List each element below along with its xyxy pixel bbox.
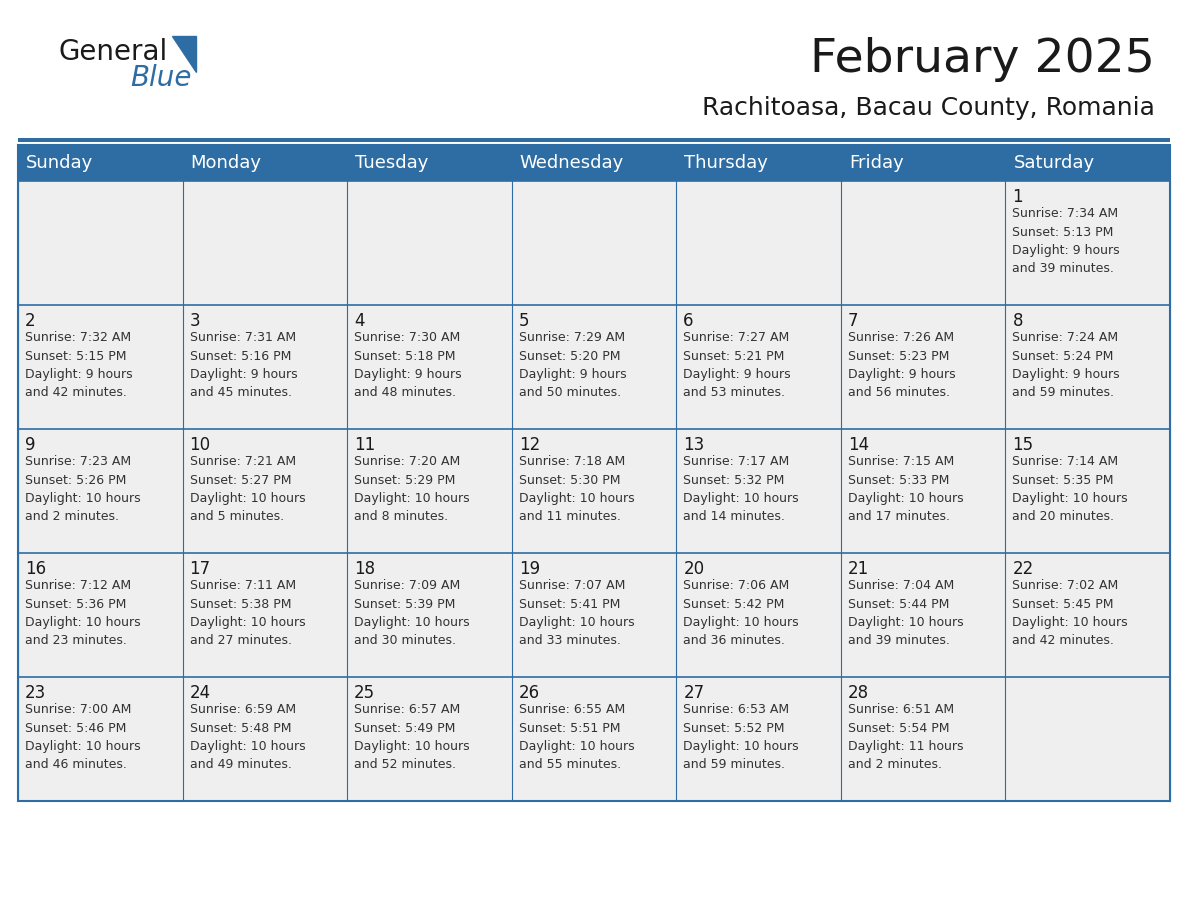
Text: Wednesday: Wednesday: [519, 154, 624, 172]
Bar: [18, 553, 1170, 677]
Text: 28: 28: [848, 684, 868, 702]
Bar: [512, 145, 676, 181]
Text: 26: 26: [519, 684, 539, 702]
Text: Sunrise: 7:31 AM
Sunset: 5:16 PM
Daylight: 9 hours
and 45 minutes.: Sunrise: 7:31 AM Sunset: 5:16 PM Dayligh…: [190, 331, 297, 399]
Bar: [183, 145, 347, 181]
Polygon shape: [172, 36, 196, 72]
Text: Sunrise: 6:59 AM
Sunset: 5:48 PM
Daylight: 10 hours
and 49 minutes.: Sunrise: 6:59 AM Sunset: 5:48 PM Dayligh…: [190, 703, 305, 771]
Text: 7: 7: [848, 312, 859, 330]
Text: Saturday: Saturday: [1013, 154, 1094, 172]
Bar: [1005, 145, 1170, 181]
Text: Sunrise: 6:51 AM
Sunset: 5:54 PM
Daylight: 11 hours
and 2 minutes.: Sunrise: 6:51 AM Sunset: 5:54 PM Dayligh…: [848, 703, 963, 771]
Text: 23: 23: [25, 684, 46, 702]
Text: February 2025: February 2025: [810, 38, 1155, 83]
Bar: [18, 138, 1170, 142]
Text: Sunrise: 7:00 AM
Sunset: 5:46 PM
Daylight: 10 hours
and 46 minutes.: Sunrise: 7:00 AM Sunset: 5:46 PM Dayligh…: [25, 703, 140, 771]
Text: Sunrise: 7:20 AM
Sunset: 5:29 PM
Daylight: 10 hours
and 8 minutes.: Sunrise: 7:20 AM Sunset: 5:29 PM Dayligh…: [354, 455, 469, 523]
Text: Sunrise: 7:29 AM
Sunset: 5:20 PM
Daylight: 9 hours
and 50 minutes.: Sunrise: 7:29 AM Sunset: 5:20 PM Dayligh…: [519, 331, 626, 399]
Text: General: General: [58, 38, 168, 66]
Bar: [18, 145, 1170, 801]
Text: 12: 12: [519, 436, 541, 454]
Text: Sunrise: 7:12 AM
Sunset: 5:36 PM
Daylight: 10 hours
and 23 minutes.: Sunrise: 7:12 AM Sunset: 5:36 PM Dayligh…: [25, 579, 140, 647]
Text: Monday: Monday: [190, 154, 261, 172]
Text: Sunrise: 7:07 AM
Sunset: 5:41 PM
Daylight: 10 hours
and 33 minutes.: Sunrise: 7:07 AM Sunset: 5:41 PM Dayligh…: [519, 579, 634, 647]
Text: Thursday: Thursday: [684, 154, 769, 172]
Text: Sunrise: 7:27 AM
Sunset: 5:21 PM
Daylight: 9 hours
and 53 minutes.: Sunrise: 7:27 AM Sunset: 5:21 PM Dayligh…: [683, 331, 791, 399]
Text: 10: 10: [190, 436, 210, 454]
Text: Sunrise: 6:53 AM
Sunset: 5:52 PM
Daylight: 10 hours
and 59 minutes.: Sunrise: 6:53 AM Sunset: 5:52 PM Dayligh…: [683, 703, 798, 771]
Text: Sunrise: 7:06 AM
Sunset: 5:42 PM
Daylight: 10 hours
and 36 minutes.: Sunrise: 7:06 AM Sunset: 5:42 PM Dayligh…: [683, 579, 798, 647]
Text: Sunrise: 7:15 AM
Sunset: 5:33 PM
Daylight: 10 hours
and 17 minutes.: Sunrise: 7:15 AM Sunset: 5:33 PM Dayligh…: [848, 455, 963, 523]
Bar: [18, 677, 1170, 801]
Text: Sunrise: 6:55 AM
Sunset: 5:51 PM
Daylight: 10 hours
and 55 minutes.: Sunrise: 6:55 AM Sunset: 5:51 PM Dayligh…: [519, 703, 634, 771]
Bar: [841, 145, 1005, 181]
Text: Sunrise: 7:17 AM
Sunset: 5:32 PM
Daylight: 10 hours
and 14 minutes.: Sunrise: 7:17 AM Sunset: 5:32 PM Dayligh…: [683, 455, 798, 523]
Text: Sunrise: 6:57 AM
Sunset: 5:49 PM
Daylight: 10 hours
and 52 minutes.: Sunrise: 6:57 AM Sunset: 5:49 PM Dayligh…: [354, 703, 469, 771]
Text: 11: 11: [354, 436, 375, 454]
Text: Sunrise: 7:21 AM
Sunset: 5:27 PM
Daylight: 10 hours
and 5 minutes.: Sunrise: 7:21 AM Sunset: 5:27 PM Dayligh…: [190, 455, 305, 523]
Text: 25: 25: [354, 684, 375, 702]
Text: 8: 8: [1012, 312, 1023, 330]
Text: 22: 22: [1012, 560, 1034, 578]
Bar: [676, 145, 841, 181]
Text: 18: 18: [354, 560, 375, 578]
Text: Tuesday: Tuesday: [355, 154, 429, 172]
Bar: [18, 429, 1170, 553]
Text: Sunrise: 7:11 AM
Sunset: 5:38 PM
Daylight: 10 hours
and 27 minutes.: Sunrise: 7:11 AM Sunset: 5:38 PM Dayligh…: [190, 579, 305, 647]
Text: Friday: Friday: [849, 154, 904, 172]
Text: Sunrise: 7:34 AM
Sunset: 5:13 PM
Daylight: 9 hours
and 39 minutes.: Sunrise: 7:34 AM Sunset: 5:13 PM Dayligh…: [1012, 207, 1120, 275]
Text: 3: 3: [190, 312, 201, 330]
Text: 13: 13: [683, 436, 704, 454]
Text: 6: 6: [683, 312, 694, 330]
Bar: [347, 145, 512, 181]
Text: 27: 27: [683, 684, 704, 702]
Text: 4: 4: [354, 312, 365, 330]
Text: Sunrise: 7:18 AM
Sunset: 5:30 PM
Daylight: 10 hours
and 11 minutes.: Sunrise: 7:18 AM Sunset: 5:30 PM Dayligh…: [519, 455, 634, 523]
Text: 9: 9: [25, 436, 36, 454]
Text: 17: 17: [190, 560, 210, 578]
Bar: [18, 145, 183, 181]
Text: 19: 19: [519, 560, 539, 578]
Text: Sunrise: 7:02 AM
Sunset: 5:45 PM
Daylight: 10 hours
and 42 minutes.: Sunrise: 7:02 AM Sunset: 5:45 PM Dayligh…: [1012, 579, 1129, 647]
Text: Blue: Blue: [129, 64, 191, 92]
Text: 14: 14: [848, 436, 868, 454]
Text: 20: 20: [683, 560, 704, 578]
Text: 24: 24: [190, 684, 210, 702]
Bar: [18, 181, 1170, 305]
Text: Sunrise: 7:23 AM
Sunset: 5:26 PM
Daylight: 10 hours
and 2 minutes.: Sunrise: 7:23 AM Sunset: 5:26 PM Dayligh…: [25, 455, 140, 523]
Text: Sunrise: 7:26 AM
Sunset: 5:23 PM
Daylight: 9 hours
and 56 minutes.: Sunrise: 7:26 AM Sunset: 5:23 PM Dayligh…: [848, 331, 955, 399]
Text: Sunrise: 7:09 AM
Sunset: 5:39 PM
Daylight: 10 hours
and 30 minutes.: Sunrise: 7:09 AM Sunset: 5:39 PM Dayligh…: [354, 579, 469, 647]
Text: 16: 16: [25, 560, 46, 578]
Text: 21: 21: [848, 560, 870, 578]
Text: Sunrise: 7:32 AM
Sunset: 5:15 PM
Daylight: 9 hours
and 42 minutes.: Sunrise: 7:32 AM Sunset: 5:15 PM Dayligh…: [25, 331, 133, 399]
Text: 1: 1: [1012, 188, 1023, 206]
Text: Sunrise: 7:30 AM
Sunset: 5:18 PM
Daylight: 9 hours
and 48 minutes.: Sunrise: 7:30 AM Sunset: 5:18 PM Dayligh…: [354, 331, 462, 399]
Text: 2: 2: [25, 312, 36, 330]
Text: Sunrise: 7:24 AM
Sunset: 5:24 PM
Daylight: 9 hours
and 59 minutes.: Sunrise: 7:24 AM Sunset: 5:24 PM Dayligh…: [1012, 331, 1120, 399]
Text: Sunday: Sunday: [26, 154, 93, 172]
Bar: [18, 305, 1170, 429]
Text: Sunrise: 7:14 AM
Sunset: 5:35 PM
Daylight: 10 hours
and 20 minutes.: Sunrise: 7:14 AM Sunset: 5:35 PM Dayligh…: [1012, 455, 1129, 523]
Text: Sunrise: 7:04 AM
Sunset: 5:44 PM
Daylight: 10 hours
and 39 minutes.: Sunrise: 7:04 AM Sunset: 5:44 PM Dayligh…: [848, 579, 963, 647]
Text: 15: 15: [1012, 436, 1034, 454]
Text: Rachitoasa, Bacau County, Romania: Rachitoasa, Bacau County, Romania: [702, 96, 1155, 120]
Text: 5: 5: [519, 312, 529, 330]
